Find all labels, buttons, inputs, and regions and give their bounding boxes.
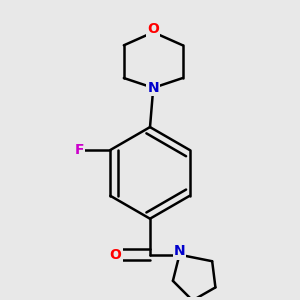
Text: F: F <box>74 143 84 157</box>
Text: O: O <box>147 22 159 36</box>
Text: O: O <box>110 248 122 262</box>
Text: N: N <box>174 244 185 258</box>
Text: N: N <box>148 81 159 95</box>
